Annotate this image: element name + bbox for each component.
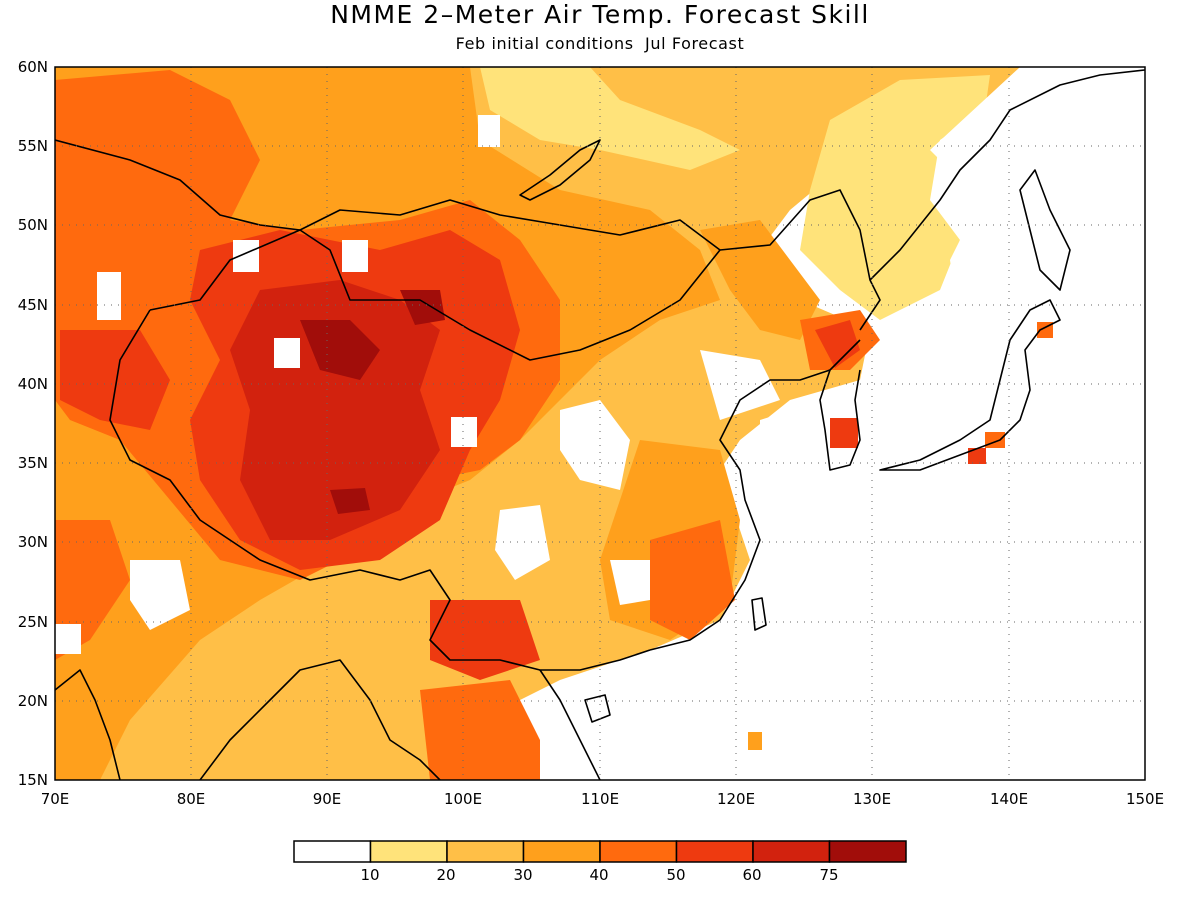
skill-region-30-40: [700, 220, 820, 340]
china-border: [149, 189, 881, 361]
colorbar-label: 20: [436, 866, 456, 884]
russia-pacific-coast: [869, 69, 1145, 281]
colorbar-label: 10: [360, 866, 380, 884]
lake-mask: [97, 272, 121, 320]
hainan-coast: [584, 694, 611, 723]
lake-mask: [342, 240, 368, 272]
skill-region-below-10: [495, 505, 550, 580]
lat-label: 55N: [17, 137, 48, 155]
colorbar-swatch: [522, 840, 601, 863]
colorbar-label: 40: [589, 866, 609, 884]
indochina-coast: [539, 669, 601, 780]
lon-label: 80E: [176, 790, 206, 808]
lat-label: 20N: [17, 692, 48, 710]
colorbar-swatch: [752, 840, 831, 863]
skill-field: [55, 67, 1145, 780]
skill-cell: [985, 432, 1005, 448]
korea-coast: [819, 369, 861, 471]
lake-mask: [478, 115, 500, 147]
lon-label: 130E: [852, 790, 892, 808]
lat-label: 60N: [17, 58, 48, 76]
coastlines-borders: [55, 69, 1145, 780]
lake-mask: [451, 417, 477, 447]
skill-cell: [830, 418, 858, 448]
skill-region-50-60: [815, 320, 860, 368]
skill-cell: [748, 732, 762, 750]
lake-mask: [55, 624, 81, 654]
japan-coast: [879, 299, 1061, 471]
colorbar-swatch: [828, 840, 907, 863]
lat-label: 50N: [17, 216, 48, 234]
lake-mask: [274, 338, 300, 368]
colorbar-swatch: [446, 840, 525, 863]
lake-mask: [233, 240, 259, 272]
skill-region-40-50: [420, 680, 540, 780]
skill-region-75-plus: [330, 488, 370, 514]
colorbar-label: 60: [742, 866, 762, 884]
lat-label: 35N: [17, 454, 48, 472]
lat-label: 30N: [17, 533, 48, 551]
skill-region-75-plus: [300, 320, 380, 380]
lon-label: 120E: [716, 790, 756, 808]
lat-label: 40N: [17, 375, 48, 393]
skill-cell: [968, 448, 986, 464]
skill-region-40-50: [650, 520, 735, 640]
skill-region-below-10: [560, 400, 630, 490]
baikal-lake: [519, 139, 601, 201]
map-subtitle: Feb initial conditions Jul Forecast: [455, 34, 745, 53]
bay-of-bengal-coast: [199, 659, 441, 780]
colorbar-swatch: [675, 840, 754, 863]
colorbar-label: 75: [819, 866, 839, 884]
skill-region-10-20: [800, 75, 990, 320]
sakhalin-coast: [1019, 169, 1071, 291]
colorbar-swatch: [369, 840, 448, 863]
skill-region-below-10: [700, 350, 780, 420]
lon-label: 100E: [443, 790, 483, 808]
lon-label: 150E: [1125, 790, 1165, 808]
skill-region-10-20: [480, 67, 740, 170]
skill-region-below-10: [610, 560, 650, 605]
colorbar: [293, 840, 907, 863]
lon-label: 140E: [989, 790, 1029, 808]
mongolia-border: [299, 199, 721, 251]
skill-region-below-10: [130, 560, 190, 630]
skill-region-50-60: [60, 330, 170, 430]
india-coast: [55, 669, 121, 780]
lon-label: 110E: [580, 790, 620, 808]
skill-region-below-10: [740, 300, 1145, 620]
china-east-coast: [649, 339, 861, 651]
taiwan-coast: [751, 597, 767, 631]
lat-label: 25N: [17, 613, 48, 631]
lon-label: 70E: [40, 790, 70, 808]
skill-region-below-10: [560, 620, 1145, 780]
map-frame: [54, 66, 1146, 781]
skill-region-75-plus: [400, 290, 445, 325]
lat-label: 15N: [17, 771, 48, 789]
skill-region-below-10: [930, 67, 1145, 330]
colorbar-swatch: [599, 840, 678, 863]
russia-kazakh-border: [55, 139, 301, 231]
colorbar-label: 30: [513, 866, 533, 884]
skill-cell: [395, 732, 411, 748]
lat-label: 45N: [17, 296, 48, 314]
lon-label: 90E: [312, 790, 342, 808]
map-title: NMME 2–Meter Air Temp. Forecast Skill: [330, 0, 870, 29]
colorbar-swatch: [293, 840, 372, 863]
colorbar-label: 50: [666, 866, 686, 884]
